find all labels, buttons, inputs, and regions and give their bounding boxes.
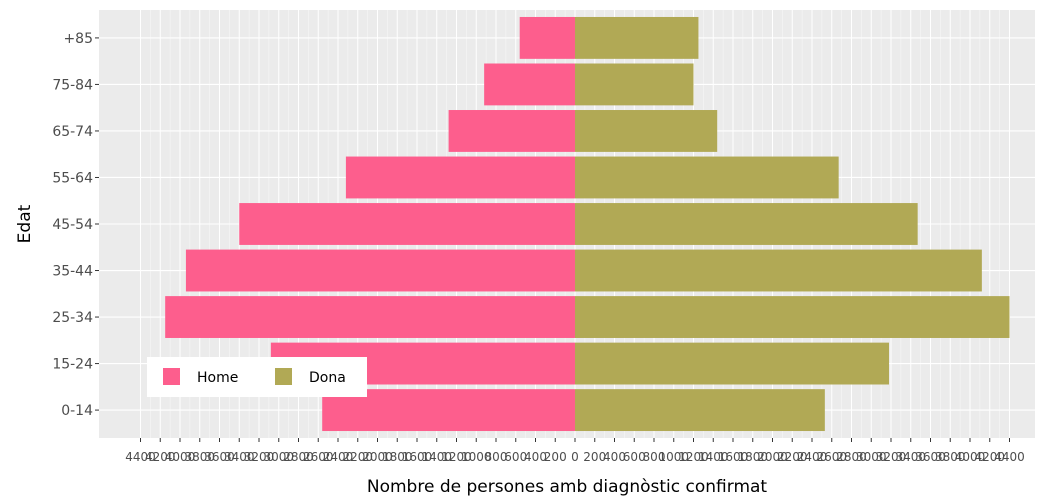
x-tick-label: 3600 bbox=[915, 450, 946, 464]
y-tick-label: 55-64 bbox=[52, 170, 93, 186]
x-axis-title: Nombre de persones amb diagnòstic confir… bbox=[367, 477, 768, 497]
x-tick-label: 600 bbox=[504, 450, 527, 464]
x-tick-label: 4000 bbox=[955, 450, 986, 464]
legend-label-home: Home bbox=[197, 370, 238, 386]
bar-home bbox=[484, 63, 575, 106]
bar-home bbox=[519, 16, 575, 59]
y-tick-label: 0-14 bbox=[61, 403, 93, 419]
x-tick-label: 1200 bbox=[441, 450, 472, 464]
y-tick-label: 45-54 bbox=[52, 217, 93, 233]
bar-home bbox=[239, 203, 575, 245]
y-axis-ticks: 0-14 15-24 25-34 35-44 45-54 55-64 65-74 75-84 +… bbox=[52, 31, 99, 419]
bars bbox=[165, 16, 1010, 432]
x-tick-label: 2400 bbox=[797, 450, 828, 464]
x-tick-label: 4200 bbox=[145, 450, 176, 464]
y-axis-title: Edat bbox=[15, 204, 35, 243]
bar-dona bbox=[575, 203, 918, 245]
x-tick-label: 2000 bbox=[362, 450, 393, 464]
x-tick-label: 3000 bbox=[856, 450, 887, 464]
x-tick-label: 4400 bbox=[125, 450, 156, 464]
y-tick-label: 35-44 bbox=[52, 264, 93, 280]
x-tick-label: 1800 bbox=[382, 450, 413, 464]
x-tick-label: 1400 bbox=[698, 450, 729, 464]
x-tick-label: 200 bbox=[583, 450, 606, 464]
x-tick-label: 4400 bbox=[994, 450, 1025, 464]
bar-home bbox=[185, 249, 576, 292]
x-tick-label: 2800 bbox=[283, 450, 314, 464]
bar-home bbox=[448, 110, 575, 152]
x-tick-label: 800 bbox=[643, 450, 666, 464]
x-tick-label: 1000 bbox=[461, 450, 492, 464]
y-tick-label: 75-84 bbox=[52, 77, 93, 93]
x-tick-label: 400 bbox=[524, 450, 547, 464]
x-tick-label: 4000 bbox=[165, 450, 196, 464]
x-tick-label: 3400 bbox=[895, 450, 926, 464]
y-tick-label: 15-24 bbox=[52, 357, 93, 373]
x-tick-label: 1400 bbox=[421, 450, 452, 464]
bar-dona bbox=[575, 16, 699, 59]
bar-dona bbox=[575, 156, 839, 199]
x-tick-label: 200 bbox=[544, 450, 567, 464]
x-tick-label: 2600 bbox=[303, 450, 334, 464]
y-tick-label: 25-34 bbox=[52, 310, 93, 326]
bar-dona bbox=[575, 110, 718, 152]
legend-key-dona bbox=[275, 368, 292, 385]
x-tick-label: 3200 bbox=[876, 450, 907, 464]
x-tick-label: 3800 bbox=[935, 450, 966, 464]
x-tick-label: 3000 bbox=[263, 450, 294, 464]
x-tick-label: 1600 bbox=[718, 450, 749, 464]
x-tick-label: 2400 bbox=[323, 450, 354, 464]
x-axis-ticks: 4400420040003800360034003200300028002600… bbox=[125, 438, 1025, 464]
x-tick-label: 800 bbox=[485, 450, 508, 464]
x-tick-label: 400 bbox=[603, 450, 626, 464]
bar-dona bbox=[575, 249, 982, 292]
x-tick-label: 2200 bbox=[777, 450, 808, 464]
legend-key-home bbox=[163, 368, 180, 385]
y-tick-label: 65-74 bbox=[52, 124, 93, 140]
x-tick-label: 3800 bbox=[184, 450, 215, 464]
bar-home bbox=[165, 296, 575, 338]
x-tick-label: 600 bbox=[623, 450, 646, 464]
x-tick-label: 0 bbox=[571, 450, 579, 464]
legend-box bbox=[147, 357, 367, 397]
legend: Home Dona bbox=[147, 357, 367, 397]
legend-label-dona: Dona bbox=[309, 370, 346, 386]
x-tick-label: 1200 bbox=[678, 450, 709, 464]
x-tick-label: 3400 bbox=[224, 450, 255, 464]
bar-home bbox=[345, 156, 575, 199]
x-tick-label: 1800 bbox=[737, 450, 768, 464]
x-tick-label: 3200 bbox=[244, 450, 275, 464]
x-tick-label: 1600 bbox=[402, 450, 433, 464]
x-tick-label: 4200 bbox=[974, 450, 1005, 464]
bar-dona bbox=[575, 389, 825, 432]
bar-dona bbox=[575, 296, 1010, 338]
x-tick-label: 2600 bbox=[816, 450, 847, 464]
x-tick-label: 1000 bbox=[658, 450, 689, 464]
bar-dona bbox=[575, 63, 694, 106]
x-tick-label: 2200 bbox=[342, 450, 373, 464]
y-tick-label: +85 bbox=[63, 31, 93, 47]
x-tick-label: 3600 bbox=[204, 450, 235, 464]
x-tick-label: 2000 bbox=[757, 450, 788, 464]
x-tick-label: 2800 bbox=[836, 450, 867, 464]
bar-dona bbox=[575, 342, 890, 385]
